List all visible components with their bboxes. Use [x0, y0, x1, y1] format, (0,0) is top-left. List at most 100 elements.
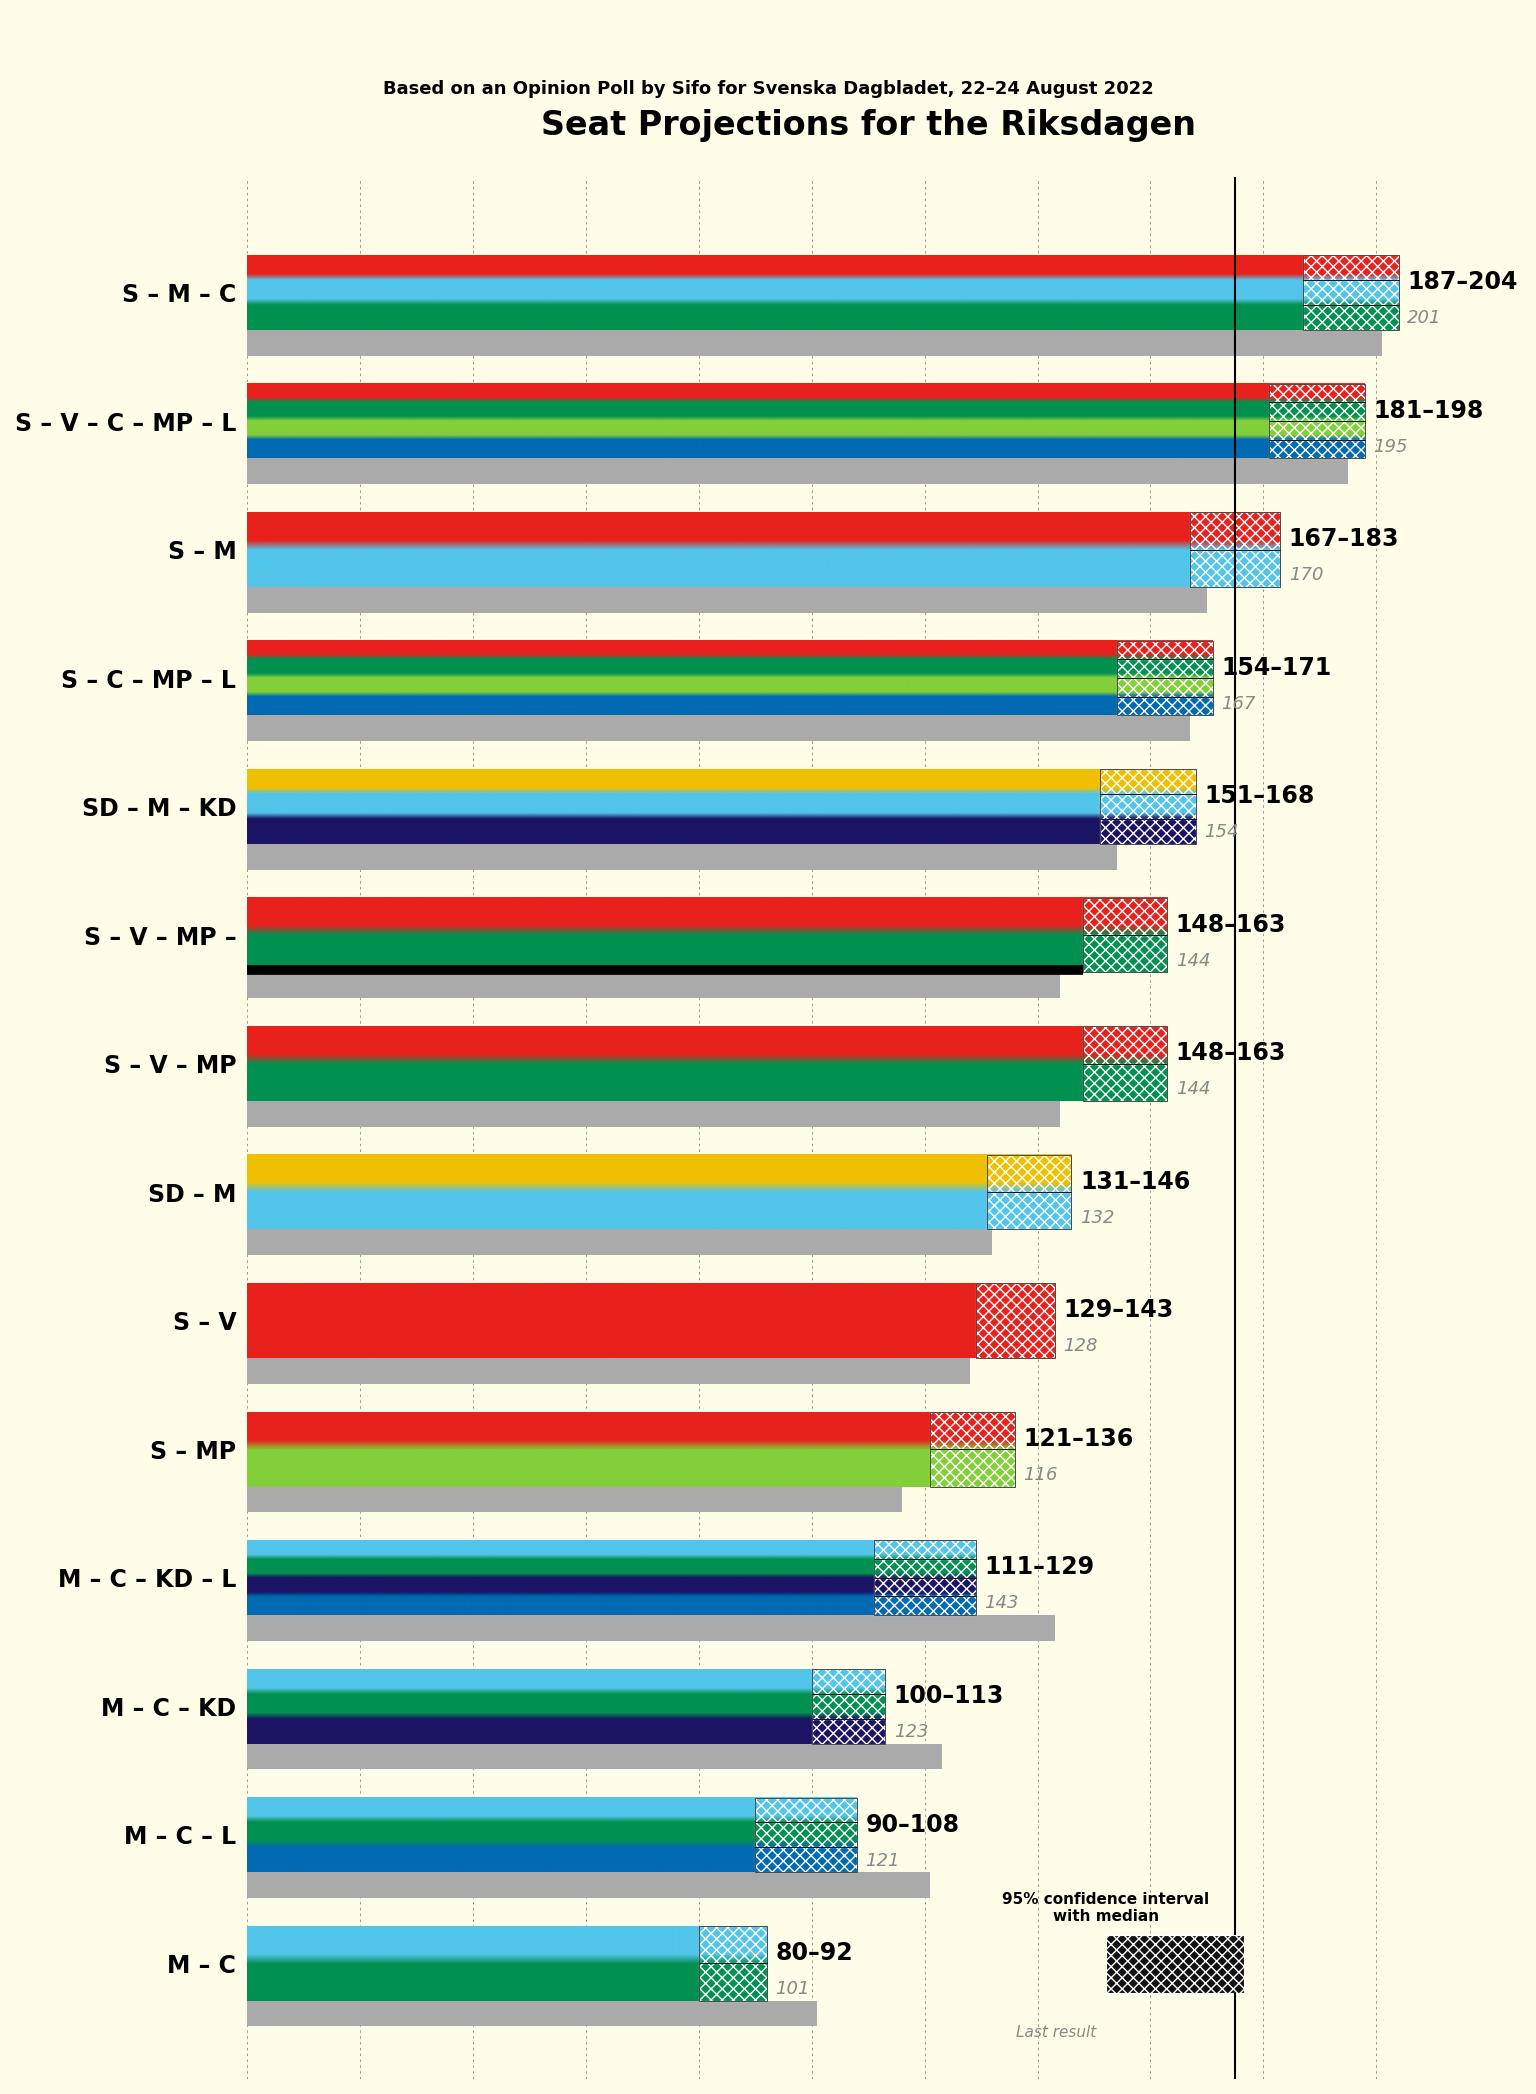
Bar — [986, 1156, 1072, 1191]
Text: 151–168: 151–168 — [1204, 785, 1315, 808]
Text: 116: 116 — [1023, 1466, 1058, 1485]
Text: 131–146: 131–146 — [1080, 1171, 1190, 1194]
Bar — [1303, 255, 1399, 281]
Bar — [756, 1847, 857, 1872]
Text: 95% confidence interval
with median: 95% confidence interval with median — [1003, 1893, 1209, 1924]
Bar — [1269, 440, 1366, 459]
Bar — [1117, 697, 1212, 716]
Bar — [699, 1964, 766, 2000]
Bar — [247, 844, 1117, 869]
Text: 90–108: 90–108 — [865, 1813, 960, 1836]
Bar — [247, 972, 1060, 999]
Bar — [813, 1719, 885, 1744]
Bar — [1106, 1935, 1244, 1993]
Bar — [247, 1872, 931, 1897]
Bar — [1083, 898, 1167, 936]
Bar — [756, 1822, 857, 1847]
Bar — [247, 1229, 992, 1254]
Bar — [699, 1926, 766, 1964]
Bar — [247, 1614, 1055, 1642]
Bar — [756, 1822, 857, 1847]
Text: Last result: Last result — [1015, 2025, 1097, 2040]
Bar — [1303, 306, 1399, 331]
Bar — [874, 1560, 975, 1577]
Bar — [986, 1191, 1072, 1229]
Bar — [1117, 678, 1212, 697]
Bar — [756, 1847, 857, 1872]
Bar — [1269, 440, 1366, 459]
Bar — [1269, 421, 1366, 440]
Bar — [813, 1669, 885, 1694]
Bar — [874, 1541, 975, 1560]
Bar — [813, 1719, 885, 1744]
Bar — [1083, 936, 1167, 972]
Bar — [1083, 1064, 1167, 1101]
Bar — [931, 1411, 1015, 1449]
Text: 144: 144 — [1177, 953, 1210, 970]
Bar — [1083, 898, 1167, 936]
Bar — [1100, 794, 1195, 819]
Bar — [247, 331, 1382, 356]
Bar — [874, 1596, 975, 1614]
Text: 187–204: 187–204 — [1407, 270, 1518, 295]
Text: 154: 154 — [1204, 823, 1238, 842]
Text: 121–136: 121–136 — [1023, 1426, 1134, 1451]
Bar — [699, 1926, 766, 1964]
Bar — [975, 1284, 1055, 1359]
Bar — [1100, 819, 1195, 844]
Bar — [756, 1797, 857, 1822]
Bar — [1117, 678, 1212, 697]
Text: 167–183: 167–183 — [1289, 528, 1399, 551]
Bar — [1083, 936, 1167, 972]
Bar — [1303, 281, 1399, 306]
Bar — [1117, 697, 1212, 716]
Bar — [247, 1359, 969, 1384]
Text: 195: 195 — [1373, 438, 1409, 456]
Text: 101: 101 — [776, 1981, 809, 1998]
Bar — [1100, 819, 1195, 844]
Bar — [1190, 513, 1281, 549]
Text: 144: 144 — [1177, 1081, 1210, 1099]
Text: Based on an Opinion Poll by Sifo for Svenska Dagbladet, 22–24 August 2022: Based on an Opinion Poll by Sifo for Sve… — [382, 80, 1154, 98]
Bar — [756, 1797, 857, 1822]
Bar — [247, 2000, 817, 2027]
Bar — [1190, 513, 1281, 549]
Bar — [874, 1577, 975, 1596]
Bar — [1269, 402, 1366, 421]
Bar — [247, 716, 1190, 741]
Bar — [813, 1669, 885, 1694]
Bar — [1083, 1064, 1167, 1101]
Bar — [986, 1191, 1072, 1229]
Bar — [1269, 402, 1366, 421]
Bar — [247, 1101, 1060, 1127]
Text: 100–113: 100–113 — [894, 1684, 1005, 1709]
Bar — [975, 1284, 1055, 1359]
Bar — [1117, 641, 1212, 660]
Bar — [1269, 383, 1366, 402]
Text: 181–198: 181–198 — [1373, 398, 1484, 423]
Bar — [1190, 549, 1281, 586]
Text: 170: 170 — [1289, 565, 1322, 584]
Bar — [699, 1964, 766, 2000]
Bar — [874, 1577, 975, 1596]
Bar — [1303, 281, 1399, 306]
Bar — [1100, 768, 1195, 794]
Bar — [1083, 1026, 1167, 1064]
Bar — [874, 1541, 975, 1560]
Bar — [813, 1694, 885, 1719]
Text: 129–143: 129–143 — [1063, 1298, 1174, 1323]
Text: 167: 167 — [1221, 695, 1255, 712]
Text: 148–163: 148–163 — [1177, 913, 1286, 936]
Text: 132: 132 — [1080, 1208, 1115, 1227]
Bar — [931, 1411, 1015, 1449]
Bar — [874, 1596, 975, 1614]
Bar — [1117, 660, 1212, 678]
Text: 80–92: 80–92 — [776, 1941, 852, 1964]
Text: 121: 121 — [865, 1851, 900, 1870]
Bar — [1269, 383, 1366, 402]
Bar — [931, 1449, 1015, 1487]
Bar — [1303, 306, 1399, 331]
Text: 128: 128 — [1063, 1338, 1098, 1355]
Bar — [247, 586, 1207, 614]
Bar — [874, 1560, 975, 1577]
